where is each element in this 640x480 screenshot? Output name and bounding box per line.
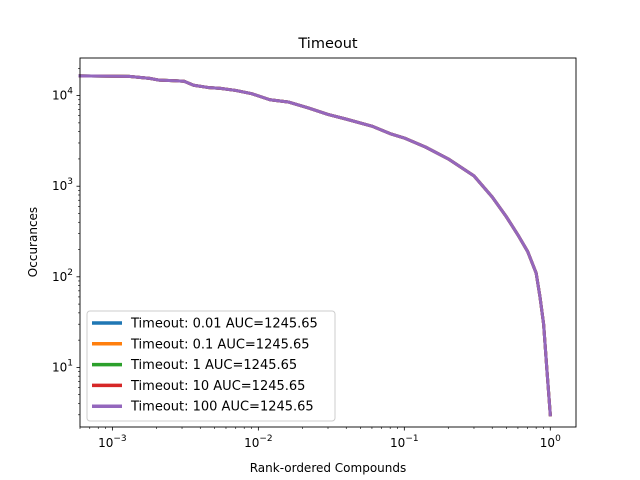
- chart-title: Timeout: [297, 36, 358, 52]
- legend-label-2: Timeout: 0.1 AUC=1245.65: [130, 337, 310, 352]
- x-axis-label: Rank-ordered Compounds: [250, 461, 407, 475]
- legend-label-5: Timeout: 100 AUC=1245.65: [130, 400, 314, 415]
- legend: Timeout: 0.01 AUC=1245.65 Timeout: 0.1 AU…: [86, 310, 336, 422]
- y-axis-ticks: 101 102 103 104: [52, 68, 80, 416]
- legend-label-1: Timeout: 0.01 AUC=1245.65: [130, 317, 318, 332]
- legend-box: [86, 310, 336, 422]
- x-axis-ticks: 10−3 10−2 10−1 100: [79, 427, 561, 450]
- legend-label-4: Timeout: 10 AUC=1245.65: [130, 379, 305, 394]
- y-axis-label: Occurances: [26, 207, 40, 277]
- y-tick-label-1: 101: [52, 358, 73, 374]
- series-line-5: [78, 74, 552, 417]
- plot-lines: [78, 74, 552, 417]
- x-tick-label-3: 10−1: [390, 434, 419, 450]
- y-tick-label-3: 103: [52, 177, 73, 193]
- x-tick-label-2: 10−2: [244, 434, 273, 450]
- legend-label-3: Timeout: 1 AUC=1245.65: [130, 358, 297, 373]
- y-tick-label-4: 104: [52, 87, 73, 103]
- y-tick-label-2: 102: [52, 268, 73, 284]
- x-tick-label-1: 10−3: [98, 434, 127, 450]
- x-tick-label-4: 100: [540, 434, 561, 450]
